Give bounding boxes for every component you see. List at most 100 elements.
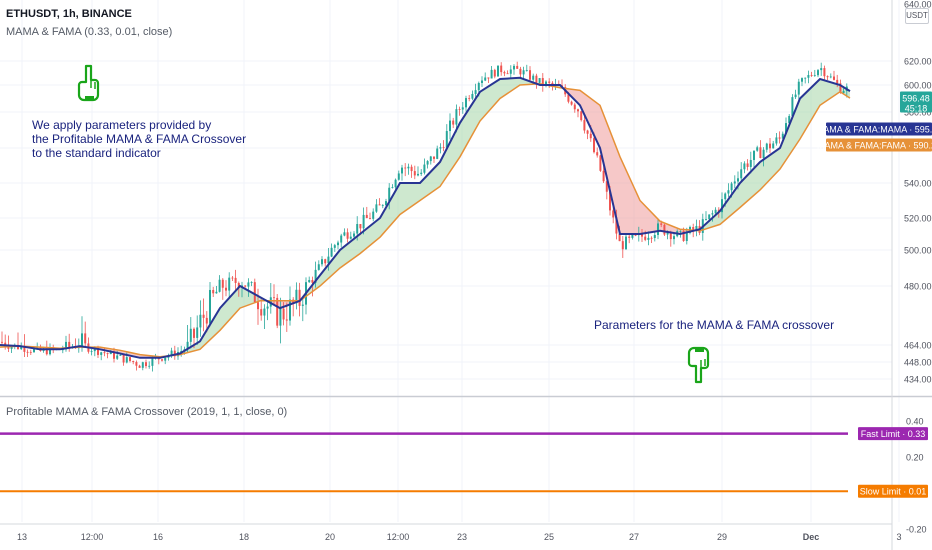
candle-up xyxy=(407,163,410,175)
candle-body xyxy=(484,77,487,81)
candle-down xyxy=(433,156,435,163)
indicator-legend[interactable]: MAMA & FAMA (0.33, 0.01, close) xyxy=(6,26,172,38)
candle-up xyxy=(772,140,775,149)
candle-body xyxy=(605,181,608,192)
candle-body xyxy=(772,143,775,149)
candle-body xyxy=(141,362,144,368)
time-axis-layer[interactable]: 13 12:00 16 18 20 12:00 23 25 27 29 Dec 3 xyxy=(17,532,902,542)
candle-down xyxy=(586,129,589,140)
candle-body xyxy=(442,147,445,149)
candle-down xyxy=(599,154,602,172)
candle-body xyxy=(461,107,464,110)
candle-up xyxy=(375,199,378,213)
candle-body xyxy=(570,101,573,105)
candle-down xyxy=(257,288,259,325)
candle-down xyxy=(39,344,42,352)
time-tick-label: Dec xyxy=(803,532,820,542)
candle-body xyxy=(621,241,624,250)
candle-body xyxy=(193,328,195,338)
fama-line[interactable] xyxy=(0,83,851,358)
price-tick-label: 620.00 xyxy=(904,57,932,67)
candle-down xyxy=(548,78,551,89)
candle-body xyxy=(628,236,631,238)
candle-body xyxy=(506,73,509,75)
candle-body xyxy=(509,69,512,74)
candle-up xyxy=(340,233,343,248)
candle-body xyxy=(714,209,717,214)
candle-body xyxy=(529,70,531,80)
candle-down xyxy=(292,297,295,317)
fama-value-label-text: MAMA & FAMA:FAMA · 590.29 xyxy=(817,141,932,151)
candle-up xyxy=(791,94,794,118)
candle-body xyxy=(215,291,218,294)
candle-body xyxy=(775,137,778,144)
candle-up xyxy=(327,248,330,271)
candle-down xyxy=(237,281,240,297)
candle-down xyxy=(129,356,131,363)
candle-body xyxy=(797,81,800,95)
candle-body xyxy=(365,214,368,219)
last-price-label-text: 596.48 xyxy=(902,94,930,104)
candle-up xyxy=(321,256,323,267)
candle-body xyxy=(596,152,599,156)
candle-body xyxy=(132,360,135,363)
slow-limit-label-bg xyxy=(858,484,928,498)
candle-down xyxy=(324,258,327,267)
slow-limit-label: Slow Limit · 0.01 xyxy=(858,484,928,498)
time-tick-label: 12:00 xyxy=(81,532,104,542)
mama-line[interactable] xyxy=(0,76,851,359)
candle-up xyxy=(625,234,627,250)
bull-cloud-segment xyxy=(400,183,420,215)
bull-cloud-segment xyxy=(360,218,380,254)
candle-up xyxy=(423,158,426,175)
candle-down xyxy=(516,61,519,69)
candle-body xyxy=(477,83,480,91)
bull-cloud-segment xyxy=(220,286,240,331)
candle-body xyxy=(577,109,579,112)
candle-body xyxy=(391,187,394,189)
candle-body xyxy=(164,357,167,361)
candle-up xyxy=(247,278,250,297)
fast-limit-label-bg xyxy=(858,427,928,441)
candle-up xyxy=(289,286,291,326)
candle-down xyxy=(583,114,586,134)
candle-up xyxy=(813,69,816,77)
mama-value-label-bg xyxy=(826,122,932,136)
candle-up xyxy=(429,155,432,165)
candle-body xyxy=(618,233,621,242)
candle-body xyxy=(727,190,730,194)
candle-down xyxy=(596,147,599,158)
candle-body xyxy=(362,214,365,229)
candle-body xyxy=(711,213,714,215)
candle-down xyxy=(273,284,275,306)
candle-body xyxy=(257,302,259,310)
sub-indicator-legend[interactable]: Profitable MAMA & FAMA Crossover (2019, … xyxy=(6,406,287,418)
bull-cloud-segment xyxy=(740,162,760,208)
candle-body xyxy=(474,90,477,94)
candle-down xyxy=(132,360,135,365)
currency-badge[interactable]: USDT xyxy=(905,8,929,24)
candle-body xyxy=(116,355,119,359)
candle-body xyxy=(516,65,519,69)
candle-down xyxy=(500,62,503,76)
candle-up xyxy=(90,349,93,356)
candle-body xyxy=(388,187,391,202)
candle-down xyxy=(138,364,141,368)
symbol-title[interactable]: ETHUSDT, 1h, BINANCE xyxy=(6,8,132,20)
candle-up xyxy=(490,65,493,79)
candle-body xyxy=(535,75,538,83)
candle-up xyxy=(141,361,144,371)
candle-down xyxy=(26,349,29,358)
candle-down xyxy=(493,68,496,79)
price-axis-layer[interactable]: 434.00 448.00 464.00 480.00 500.00 520.00 540.… xyxy=(904,0,932,535)
currency-badge-label: USDT xyxy=(906,11,928,20)
price-tick-label: 500.00 xyxy=(904,246,932,256)
candle-down xyxy=(413,165,416,180)
candle-down xyxy=(663,223,666,236)
candle-up xyxy=(749,151,752,174)
candle-down xyxy=(487,77,490,83)
candle-body xyxy=(145,362,147,367)
candle-body xyxy=(468,98,471,99)
